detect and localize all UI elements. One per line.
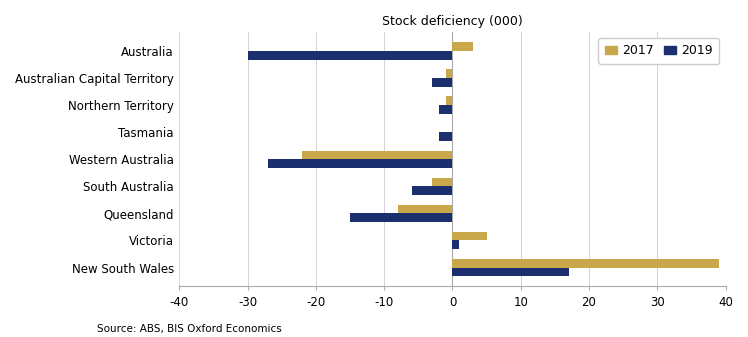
Bar bbox=[248, 51, 453, 60]
Bar bbox=[453, 241, 459, 249]
Bar bbox=[350, 213, 453, 222]
Bar bbox=[453, 232, 487, 241]
Text: Source: ABS, BIS Oxford Economics: Source: ABS, BIS Oxford Economics bbox=[97, 324, 282, 334]
Bar bbox=[446, 69, 453, 78]
Bar bbox=[432, 78, 453, 87]
Bar bbox=[453, 42, 473, 51]
Title: Stock deficiency (000): Stock deficiency (000) bbox=[382, 15, 523, 28]
Bar bbox=[446, 96, 453, 105]
Bar bbox=[439, 132, 453, 141]
Bar bbox=[411, 186, 453, 195]
Bar bbox=[453, 259, 719, 268]
Bar bbox=[432, 178, 453, 186]
Bar bbox=[269, 159, 453, 168]
Bar bbox=[398, 205, 453, 213]
Bar bbox=[302, 151, 453, 159]
Legend: 2017, 2019: 2017, 2019 bbox=[598, 38, 720, 64]
Bar bbox=[439, 105, 453, 114]
Bar bbox=[453, 268, 568, 276]
